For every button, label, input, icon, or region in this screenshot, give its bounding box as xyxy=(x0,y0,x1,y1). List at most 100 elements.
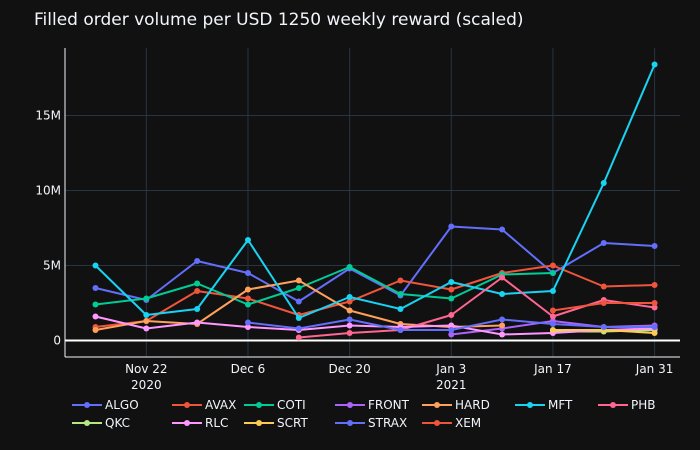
legend-item-mft[interactable]: MFT xyxy=(515,398,573,412)
data-point-coti[interactable] xyxy=(92,301,99,308)
data-point-mft[interactable] xyxy=(244,237,251,243)
data-point-mft[interactable] xyxy=(295,315,302,321)
data-point-strax[interactable] xyxy=(244,319,251,326)
data-point-hard[interactable] xyxy=(346,307,353,314)
data-point-mft[interactable] xyxy=(600,180,607,186)
data-point-phb[interactable] xyxy=(448,312,455,318)
data-point-xem[interactable] xyxy=(600,300,607,306)
legend-item-phb[interactable]: PHB xyxy=(598,398,656,412)
data-point-algo[interactable] xyxy=(651,243,658,249)
data-point-hard[interactable] xyxy=(92,327,99,333)
data-point-strax[interactable] xyxy=(397,327,404,333)
data-point-algo[interactable] xyxy=(295,298,302,305)
data-point-phb[interactable] xyxy=(295,334,302,341)
legend-item-xem[interactable]: XEM xyxy=(422,416,481,430)
x-tick-label: Dec 6 xyxy=(231,362,266,376)
data-point-algo[interactable] xyxy=(92,285,99,291)
legend-item-avax[interactable]: AVAX xyxy=(172,398,236,412)
data-point-rlc[interactable] xyxy=(448,322,455,329)
data-point-coti[interactable] xyxy=(143,295,150,302)
data-point-phb[interactable] xyxy=(651,304,658,311)
data-point-mft[interactable] xyxy=(651,61,658,68)
data-point-rlc[interactable] xyxy=(346,322,353,329)
legend-swatch-marker xyxy=(184,402,190,408)
data-point-xem[interactable] xyxy=(651,300,658,306)
data-point-hard[interactable] xyxy=(143,318,150,324)
data-point-coti[interactable] xyxy=(194,280,201,287)
legend-label: PHB xyxy=(631,398,656,412)
data-point-algo[interactable] xyxy=(194,258,201,264)
data-point-avax[interactable] xyxy=(194,288,201,294)
data-point-front[interactable] xyxy=(448,331,455,338)
data-point-phb[interactable] xyxy=(549,313,556,320)
data-point-avax[interactable] xyxy=(600,283,607,290)
data-point-strax[interactable] xyxy=(346,316,353,323)
data-point-rlc[interactable] xyxy=(194,319,201,326)
x-tick-year-label: 2020 xyxy=(131,378,162,392)
legend-item-strax[interactable]: STRAX xyxy=(335,416,407,430)
data-point-scrt[interactable] xyxy=(651,330,658,336)
legend-swatch-marker xyxy=(434,402,440,408)
data-point-coti[interactable] xyxy=(549,270,556,276)
data-point-avax[interactable] xyxy=(346,298,353,305)
data-point-rlc[interactable] xyxy=(499,331,506,338)
data-point-strax[interactable] xyxy=(448,327,455,333)
legend-item-rlc[interactable]: RLC xyxy=(172,416,228,430)
data-point-avax[interactable] xyxy=(651,282,658,288)
legend-item-qkc[interactable]: QKC xyxy=(72,416,130,430)
data-point-algo[interactable] xyxy=(448,223,455,230)
data-point-algo[interactable] xyxy=(499,226,506,233)
data-point-algo[interactable] xyxy=(600,240,607,246)
data-point-mft[interactable] xyxy=(143,312,150,318)
data-point-strax[interactable] xyxy=(651,324,658,330)
data-point-avax[interactable] xyxy=(397,277,404,284)
series-strax xyxy=(244,316,658,333)
data-point-coti[interactable] xyxy=(397,291,404,297)
series-group xyxy=(92,61,658,341)
data-point-rlc[interactable] xyxy=(143,325,150,332)
data-point-hard[interactable] xyxy=(244,286,251,293)
data-point-mft[interactable] xyxy=(397,306,404,312)
data-point-mft[interactable] xyxy=(346,294,353,300)
legend-item-scrt[interactable]: SCRT xyxy=(244,416,308,430)
data-point-xem[interactable] xyxy=(549,307,556,314)
grid xyxy=(65,48,680,357)
data-point-strax[interactable] xyxy=(499,316,506,323)
x-tick-year-label: 2021 xyxy=(436,378,467,392)
data-point-mft[interactable] xyxy=(92,262,99,269)
legend-label: AVAX xyxy=(205,398,236,412)
data-point-strax[interactable] xyxy=(600,324,607,330)
data-point-phb[interactable] xyxy=(499,274,506,281)
data-point-hard[interactable] xyxy=(295,277,302,284)
data-point-mft[interactable] xyxy=(448,279,455,285)
data-point-mft[interactable] xyxy=(549,288,556,294)
chart-title: Filled order volume per USD 1250 weekly … xyxy=(34,10,524,30)
legend-swatch-marker xyxy=(256,420,262,426)
data-point-coti[interactable] xyxy=(448,295,455,302)
legend-item-coti[interactable]: COTI xyxy=(244,398,306,412)
legend-item-algo[interactable]: ALGO xyxy=(72,398,139,412)
data-point-hard[interactable] xyxy=(499,322,506,329)
x-tick-label: Nov 22 xyxy=(125,362,168,376)
data-point-mft[interactable] xyxy=(194,306,201,312)
legend-label: XEM xyxy=(455,416,481,430)
legend-item-hard[interactable]: HARD xyxy=(422,398,490,412)
data-point-mft[interactable] xyxy=(499,291,506,297)
data-point-strax[interactable] xyxy=(295,325,302,332)
data-point-rlc[interactable] xyxy=(244,324,251,330)
data-point-avax[interactable] xyxy=(244,295,251,302)
data-point-avax[interactable] xyxy=(448,286,455,293)
data-point-phb[interactable] xyxy=(346,330,353,336)
data-point-algo[interactable] xyxy=(244,270,251,276)
data-point-coti[interactable] xyxy=(346,264,353,270)
data-point-strax[interactable] xyxy=(549,321,556,327)
data-point-avax[interactable] xyxy=(549,262,556,269)
data-point-coti[interactable] xyxy=(295,285,302,291)
data-point-coti[interactable] xyxy=(244,301,251,308)
data-point-rlc[interactable] xyxy=(92,313,99,320)
data-point-scrt[interactable] xyxy=(549,327,556,333)
legend-swatch-marker xyxy=(256,402,262,408)
y-tick-label: 15M xyxy=(35,109,61,123)
legend-item-front[interactable]: FRONT xyxy=(335,398,410,412)
